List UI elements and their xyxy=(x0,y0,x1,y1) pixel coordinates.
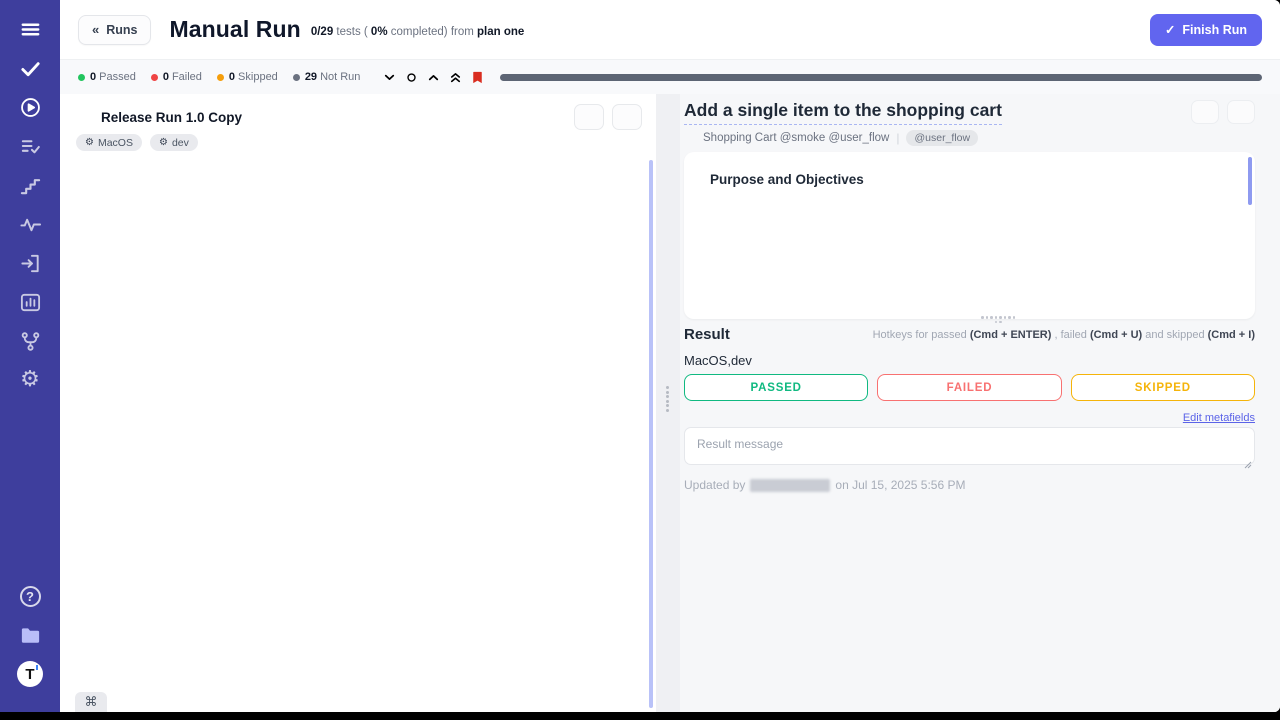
hotkeys-hint: Hotkeys for passed (Cmd + ENTER) , faile… xyxy=(854,328,1255,342)
status-bar: 0 Passed 0 Failed 0 Skipped 29 Not Run xyxy=(60,60,1280,94)
tag-badge: @user_flow xyxy=(906,130,979,146)
panel-resize-handle[interactable] xyxy=(664,386,670,412)
run-more-button[interactable] xyxy=(612,104,642,130)
status-stat: 29 Not Run xyxy=(292,71,360,83)
breadcrumb: Shopping Cart @smoke @user_flow | @user_… xyxy=(684,130,979,146)
status-dot-icon xyxy=(150,73,158,81)
sidebar-item-list-check[interactable] xyxy=(17,133,43,159)
keyboard-icon xyxy=(854,328,868,342)
filter-chev-up-icon[interactable] xyxy=(425,69,441,85)
testomat-logo-icon[interactable] xyxy=(1113,18,1137,42)
test-title[interactable]: Add a single item to the shopping cart xyxy=(684,100,1002,125)
passed-button[interactable]: PASSED xyxy=(684,374,869,401)
list-scrollbar[interactable] xyxy=(649,160,653,708)
result-message-input[interactable] xyxy=(684,427,1255,465)
description-scrollbar[interactable] xyxy=(1248,157,1252,205)
description-card: Purpose and Objectives xyxy=(684,152,1255,319)
filter-chev-dblup-icon[interactable] xyxy=(447,69,463,85)
run-header: « Runs Manual Run 0/29 tests ( 0% comple… xyxy=(60,0,1280,60)
sidebar-item-chart[interactable] xyxy=(17,289,43,315)
main-sidebar: ⚙? T xyxy=(0,0,60,712)
sidebar-item-gear[interactable]: ⚙ xyxy=(20,367,40,392)
back-to-runs-button[interactable]: « Runs xyxy=(78,14,152,45)
status-stat: 0 Skipped xyxy=(216,71,278,83)
failed-button[interactable]: FAILED xyxy=(877,374,1062,401)
test-detail-panel: Add a single item to the shopping cart S… xyxy=(680,94,1280,712)
status-stat: 0 Failed xyxy=(150,71,202,83)
tree-view-button[interactable] xyxy=(574,104,604,130)
testomat-logo-icon[interactable] xyxy=(1159,100,1183,124)
timer-button[interactable] xyxy=(1191,100,1219,124)
status-dot-icon xyxy=(292,73,300,81)
page-title: Manual Run xyxy=(169,16,301,42)
chevrons-left-icon: « xyxy=(92,22,100,37)
run-tag[interactable]: ⚙ MacOS xyxy=(76,134,142,151)
finish-run-button[interactable]: ✓ Finish Run xyxy=(1149,13,1262,46)
sidebar-item-check[interactable] xyxy=(17,55,43,81)
main-area: « Runs Manual Run 0/29 tests ( 0% comple… xyxy=(60,0,1280,712)
timer-icon[interactable] xyxy=(1080,20,1100,40)
sidebar-item-branch[interactable] xyxy=(17,328,43,354)
filter-circle-o-icon[interactable] xyxy=(403,69,419,85)
redacted-user-name xyxy=(750,478,831,492)
sidebar-item-play-circle[interactable] xyxy=(17,94,43,120)
sidebar-item-pulse[interactable] xyxy=(17,211,43,237)
test-tree xyxy=(60,160,656,712)
document-icon xyxy=(684,132,697,145)
sidebar-item-folder[interactable] xyxy=(17,622,43,648)
content-area: Release Run 1.0 Copy ⚙ MacOS ⚙ dev ⌘ Add a … xyxy=(60,94,1280,712)
sidebar-item-tlogo[interactable]: T xyxy=(17,661,43,687)
updated-by-text: Updated by on Jul 15, 2025 5:56 PM xyxy=(684,478,966,492)
test-list-panel: Release Run 1.0 Copy ⚙ MacOS ⚙ dev ⌘ xyxy=(60,94,656,712)
sidebar-item-help[interactable]: ? xyxy=(17,583,43,609)
sidebar-item-stairs[interactable] xyxy=(17,172,43,198)
skipped-button[interactable]: SKIPPED xyxy=(1070,374,1255,401)
edit-metafields-link[interactable]: Edit metafields xyxy=(1182,412,1255,424)
check-icon: ✓ xyxy=(1164,23,1176,37)
description-heading: Purpose and Objectives xyxy=(710,172,864,187)
command-key-button[interactable]: ⌘ xyxy=(75,692,107,712)
run-progress-text: 0/29 tests ( 0% completed) from plan one xyxy=(310,26,525,38)
status-dot-icon xyxy=(216,73,224,81)
sidebar-item-menu[interactable] xyxy=(17,16,43,42)
section-resize-handle[interactable] xyxy=(980,316,1016,323)
finish-run-label: Finish Run xyxy=(1182,22,1247,37)
gear-icon: ⚙ xyxy=(85,136,94,148)
fast-forward-icon[interactable] xyxy=(1047,20,1067,40)
breadcrumb-text: Shopping Cart @smoke @user_flow xyxy=(703,132,890,144)
breadcrumb-separator: | xyxy=(896,131,900,145)
run-tag[interactable]: ⚙ dev xyxy=(149,134,198,151)
status-dot-icon xyxy=(78,73,85,81)
filter-chev-down-icon[interactable] xyxy=(381,69,397,85)
run-title: Release Run 1.0 Copy xyxy=(101,109,243,125)
gear-icon: ⚙ xyxy=(158,136,168,148)
edit-run-icon[interactable] xyxy=(76,109,92,125)
back-to-runs-label: Runs xyxy=(106,22,138,37)
status-stat: 0 Passed xyxy=(78,71,136,83)
resize-corner-icon[interactable] xyxy=(1244,456,1252,469)
test-more-button[interactable] xyxy=(1227,100,1255,124)
filter-bookmark-icon[interactable] xyxy=(469,69,485,85)
result-heading: Result xyxy=(684,326,730,343)
environment-label: MacOS,dev xyxy=(684,353,752,368)
run-progress-bar xyxy=(500,73,1262,81)
sidebar-item-sign-in[interactable] xyxy=(17,250,43,276)
